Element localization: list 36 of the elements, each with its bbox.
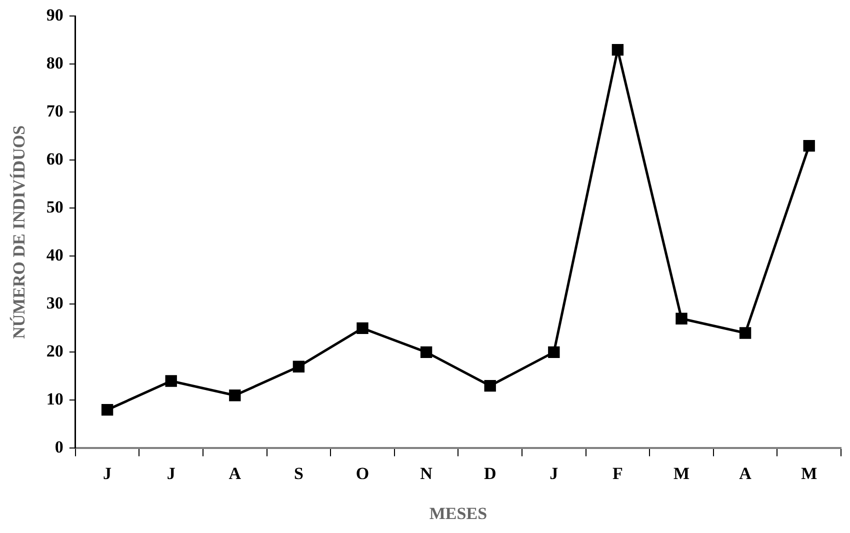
point <box>484 380 496 392</box>
x-tick-label: D <box>484 464 496 483</box>
y-tick-label: 50 <box>46 198 64 217</box>
x-tick-label: N <box>420 464 434 483</box>
point <box>292 360 305 372</box>
x-tick-label: J <box>550 464 559 483</box>
x-tick-label: J <box>166 464 176 483</box>
point <box>229 390 241 402</box>
point <box>739 327 752 339</box>
point <box>420 346 432 358</box>
x-axis-title: MESES <box>429 504 488 524</box>
x-tick-label: A <box>228 464 242 483</box>
x-tick-label: O <box>356 464 370 483</box>
point <box>548 346 560 358</box>
y-tick-label: 90 <box>46 6 64 25</box>
x-tick-label: M <box>673 464 690 483</box>
y-tick-label: 0 <box>54 438 64 457</box>
x-tick-label: M <box>801 464 818 483</box>
y-tick-label: 10 <box>46 390 64 409</box>
y-tick-label: 60 <box>46 150 64 169</box>
point <box>803 140 815 152</box>
y-axis-title: NÚMERO DE INDIVÍDUOS <box>10 125 29 339</box>
y-tick-label: 20 <box>46 342 64 361</box>
x-tick-label: J <box>103 464 112 483</box>
x-tick-label: S <box>294 464 304 483</box>
y-tick-label: 80 <box>46 54 64 73</box>
y-tick-label: 70 <box>46 102 64 121</box>
point <box>356 322 368 334</box>
point <box>101 404 114 416</box>
y-tick-label: 40 <box>46 246 64 265</box>
y-tick-label: 30 <box>46 294 64 313</box>
point <box>612 44 624 56</box>
x-tick-label: A <box>739 464 752 483</box>
point <box>165 375 177 387</box>
x-tick-label: F <box>612 464 623 483</box>
point <box>676 312 688 324</box>
